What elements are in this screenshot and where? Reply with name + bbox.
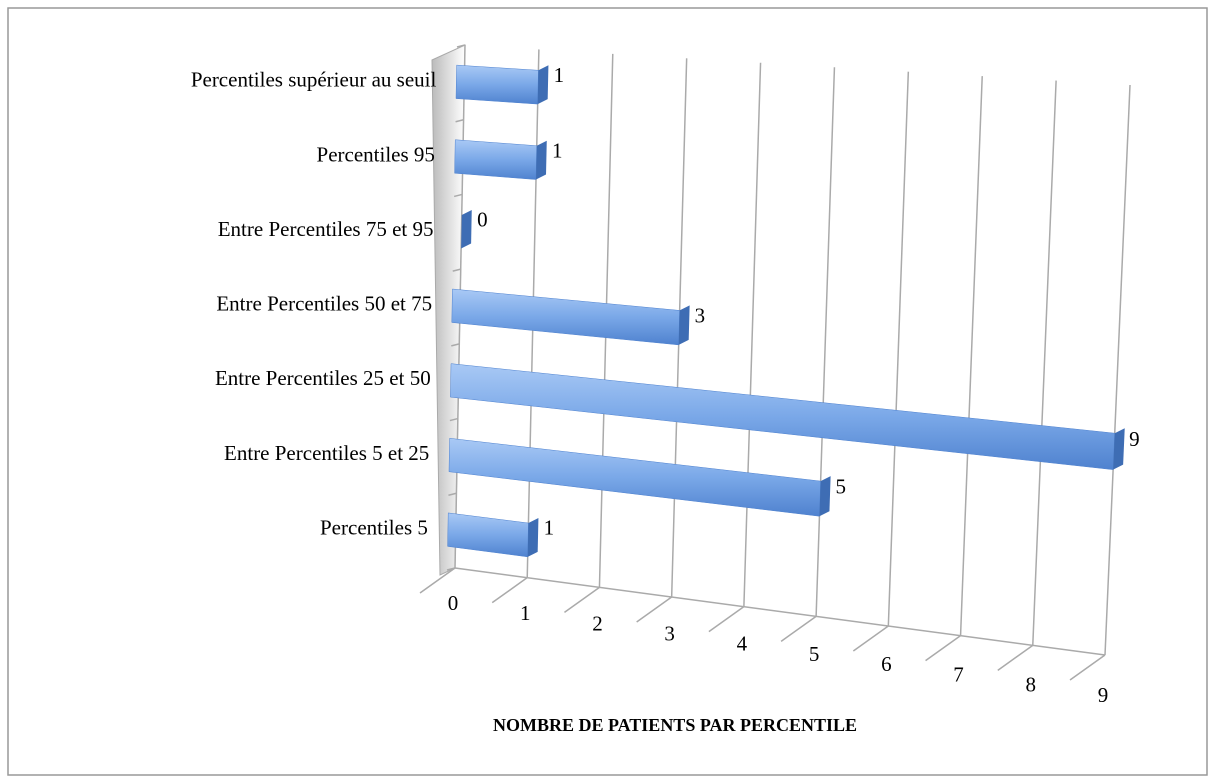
- value-label: 1: [544, 516, 555, 540]
- y-tick: [446, 567, 456, 571]
- y-tick: [456, 44, 466, 48]
- tick-mark: [1069, 654, 1106, 681]
- y-tick-label: Entre Percentiles 5 et 25: [224, 441, 429, 465]
- y-tick: [451, 343, 460, 347]
- y-tick-label: Entre Percentiles 75 et 95: [218, 217, 434, 241]
- x-tick-label: 9: [1098, 683, 1109, 707]
- x-tick-label: 7: [953, 662, 964, 686]
- value-label: 5: [835, 474, 846, 498]
- x-tick-label: 3: [664, 621, 675, 645]
- y-tick-label: Entre Percentiles 50 et 75: [216, 292, 432, 316]
- value-label: 9: [1129, 427, 1140, 451]
- bar-end: [537, 65, 549, 105]
- tick-mark: [419, 567, 456, 594]
- tick-mark: [780, 615, 817, 642]
- y-tick-label: Percentiles supérieur au seuil: [191, 68, 437, 92]
- floor-line: [454, 567, 1106, 656]
- y-tick: [452, 268, 461, 272]
- bar-end: [678, 305, 690, 345]
- x-tick-label: 2: [592, 611, 603, 635]
- y-tick-label: Entre Percentiles 25 et 50: [215, 366, 431, 390]
- value-label: 1: [552, 138, 563, 162]
- bar-end: [819, 476, 831, 517]
- x-tick-label: 5: [809, 642, 820, 666]
- tick-mark: [997, 644, 1034, 671]
- y-tick: [455, 118, 464, 123]
- bar: [454, 139, 538, 180]
- grid-line: [1032, 80, 1057, 646]
- value-label: 0: [477, 208, 488, 232]
- y-tick-label: Percentiles 95: [317, 142, 435, 166]
- tick-mark: [925, 635, 961, 662]
- bar-end: [461, 210, 472, 249]
- tick-mark: [636, 596, 673, 623]
- value-label: 3: [695, 303, 706, 327]
- x-tick-label: 6: [881, 652, 892, 676]
- y-tick: [448, 492, 457, 497]
- value-label: 1: [554, 63, 565, 87]
- tick-mark: [852, 625, 889, 652]
- bar-end: [1113, 428, 1125, 470]
- bar: [455, 64, 539, 105]
- tick-mark: [564, 586, 600, 613]
- y-tick: [449, 417, 459, 422]
- bar-end: [536, 140, 547, 180]
- tick-mark: [708, 606, 745, 633]
- x-tick-label: 8: [1026, 673, 1037, 697]
- tick-mark: [491, 577, 528, 604]
- y-tick-label: Percentiles 5: [320, 515, 428, 539]
- grid-line: [1104, 84, 1131, 656]
- x-axis-title: NOMBRE DE PATIENTS PAR PERCENTILE: [493, 715, 857, 735]
- grid-line: [959, 76, 983, 636]
- y-tick: [453, 193, 463, 198]
- grid-line: [815, 67, 836, 617]
- grid-line: [743, 62, 762, 607]
- x-tick-label: 1: [520, 601, 531, 625]
- grid-line: [887, 71, 910, 627]
- x-tick-label: 4: [737, 632, 748, 656]
- bar-end: [527, 518, 539, 557]
- x-tick-label: 0: [448, 591, 459, 615]
